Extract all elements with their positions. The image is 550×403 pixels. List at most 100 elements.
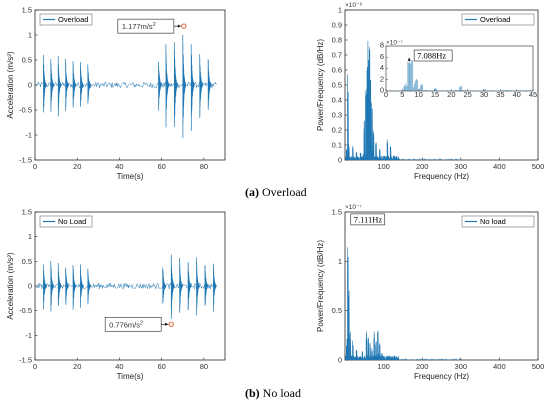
y-tick-label: -1.5 (19, 356, 32, 365)
annotation-text: 7.111Hz (354, 214, 383, 224)
inset-x-tick-label: 40 (512, 90, 520, 99)
annotation-box (350, 213, 386, 226)
legend-box (39, 215, 93, 228)
y-axis-label: Acceleration (m/s²) (6, 252, 15, 319)
inset-x-tick-label: 5 (400, 90, 404, 99)
x-axis-label: Time(s) (117, 172, 144, 181)
series-acceleration (35, 254, 217, 319)
annotation-text: 1.177m/s2 (122, 22, 156, 31)
panel-accel-noload: 0 20 40 60 80 -1.5 -1 -0.5 0 0.5 1 1.5 Time(s) Accele… (6, 208, 226, 381)
annotation-box (104, 316, 162, 332)
inset-annotation-text: 7.088Hz (417, 51, 446, 61)
legend-label: Overload (58, 15, 88, 24)
vibration-burst (72, 265, 77, 310)
annotation-unit-exponent: 2 (153, 22, 156, 28)
y-exponent-label: ×10⁻⁷ (345, 204, 362, 211)
psd-tail (398, 158, 462, 160)
inset-y-exponent: ×10⁻⁷ (386, 40, 403, 47)
vibration-burst (158, 61, 162, 111)
y-exponent-label: ×10⁻⁶ (345, 2, 362, 9)
psd-tail (398, 358, 462, 360)
annotation-arrowhead (177, 24, 181, 28)
caption-b: (b) No load (245, 386, 301, 400)
y-tick-label: 0 (28, 81, 32, 90)
series-acceleration (35, 34, 217, 139)
annotation-unit-exponent: 2 (140, 320, 143, 326)
vibration-burst (190, 44, 195, 131)
legend-box (461, 215, 535, 228)
panel-accel-overload: 0 20 40 60 80 -1.5 -1 -0.5 0 0.5 1 1.5 Time(s) Accele… (6, 6, 226, 181)
inset-y-tick-label: 4 (380, 63, 384, 72)
y-tick-label: 0.8 (332, 36, 342, 45)
x-tick-label: 20 (73, 162, 81, 171)
vibration-burst (65, 58, 69, 111)
y-tick-label: 0.5 (332, 81, 342, 90)
panel-psd-noload: 100 200 300 400 500 0 0.5 1 1.5 Frequency (Hz) Pow… (316, 204, 544, 381)
inset-annotation-box (413, 49, 453, 62)
inset-x-tick-label: 35 (496, 90, 504, 99)
vibration-burst (80, 61, 84, 107)
panel-psd-overload: 100 200 300 400 50000.10.20.30.40.50.60.70.8… (316, 2, 544, 181)
caption-a-letter: (a) (245, 185, 259, 199)
vibration-burst (57, 56, 62, 117)
y-tick-label: 1 (28, 232, 32, 241)
annotation-text: 0.776m/s2 (109, 320, 143, 329)
vibration-burst (65, 267, 69, 305)
series-psd (345, 247, 462, 362)
inset-x-tick-label: 25 (463, 90, 471, 99)
vibration-burst (50, 59, 55, 112)
annotation-marker (168, 321, 174, 327)
y-axis-label: Power/Frequency (dB/Hz) (316, 39, 325, 131)
inset-y-tick-label: 0 (380, 86, 384, 95)
y-tick-label: 0.7 (332, 51, 342, 60)
caption-b-letter: (b) (245, 386, 260, 400)
annotation-arrowhead (165, 322, 169, 326)
y-tick-label: 0 (338, 356, 342, 365)
y-tick-label: 0.5 (22, 56, 32, 65)
x-tick-label: 500 (532, 162, 545, 171)
x-axis-label: Frequency (Hz) (414, 172, 469, 181)
inset-y-tick-label: 6 (380, 52, 384, 61)
vibration-burst (87, 268, 92, 305)
y-tick-label: -1 (25, 131, 32, 140)
x-tick-label: 40 (115, 362, 123, 371)
x-axis-label: Frequency (Hz) (414, 372, 469, 381)
y-axis-label: Acceleration (m/s²) (6, 51, 15, 118)
x-axis-label: Time(s) (117, 372, 144, 381)
vibration-burst (50, 260, 55, 312)
annotation-value: 0.776m/s (109, 320, 140, 329)
vibration-burst (43, 54, 47, 113)
y-axis-label: Power/Frequency (dB/Hz) (316, 240, 325, 332)
y-tick-label: 0.9 (332, 21, 342, 30)
vibration-burst (165, 44, 170, 128)
inset-annotation-arrowhead (407, 57, 411, 61)
x-tick-label: 0 (33, 362, 37, 371)
x-tick-label: 80 (200, 362, 208, 371)
x-tick-label: 40 (115, 162, 123, 171)
vibration-burst (213, 263, 217, 312)
inset-y-tick-label: 8 (380, 41, 384, 50)
caption-a: (a) Overload (245, 185, 307, 199)
inset-x-tick-label: 10 (414, 90, 422, 99)
vibration-burst (170, 254, 175, 319)
annotation-marker (181, 23, 187, 29)
y-tick-label: 1 (338, 257, 342, 266)
legend-label: No load (480, 217, 506, 226)
legend-label: No Load (58, 217, 86, 226)
vibration-burst (199, 54, 203, 118)
vibration-burst (173, 42, 178, 127)
vibration-burst (196, 257, 200, 316)
inset-x-tick-label: 30 (480, 90, 488, 99)
x-tick-label: 300 (455, 362, 468, 371)
inset-y-tick-label: 2 (380, 74, 384, 83)
x-tick-label: 400 (493, 162, 506, 171)
vibration-burst (207, 59, 212, 110)
x-tick-label: 100 (377, 162, 390, 171)
vibration-burst (204, 265, 209, 306)
vibration-burst (43, 264, 47, 310)
vibration-burst (162, 267, 167, 304)
y-tick-label: 0.4 (332, 96, 342, 105)
psd-spectrum (345, 247, 400, 362)
